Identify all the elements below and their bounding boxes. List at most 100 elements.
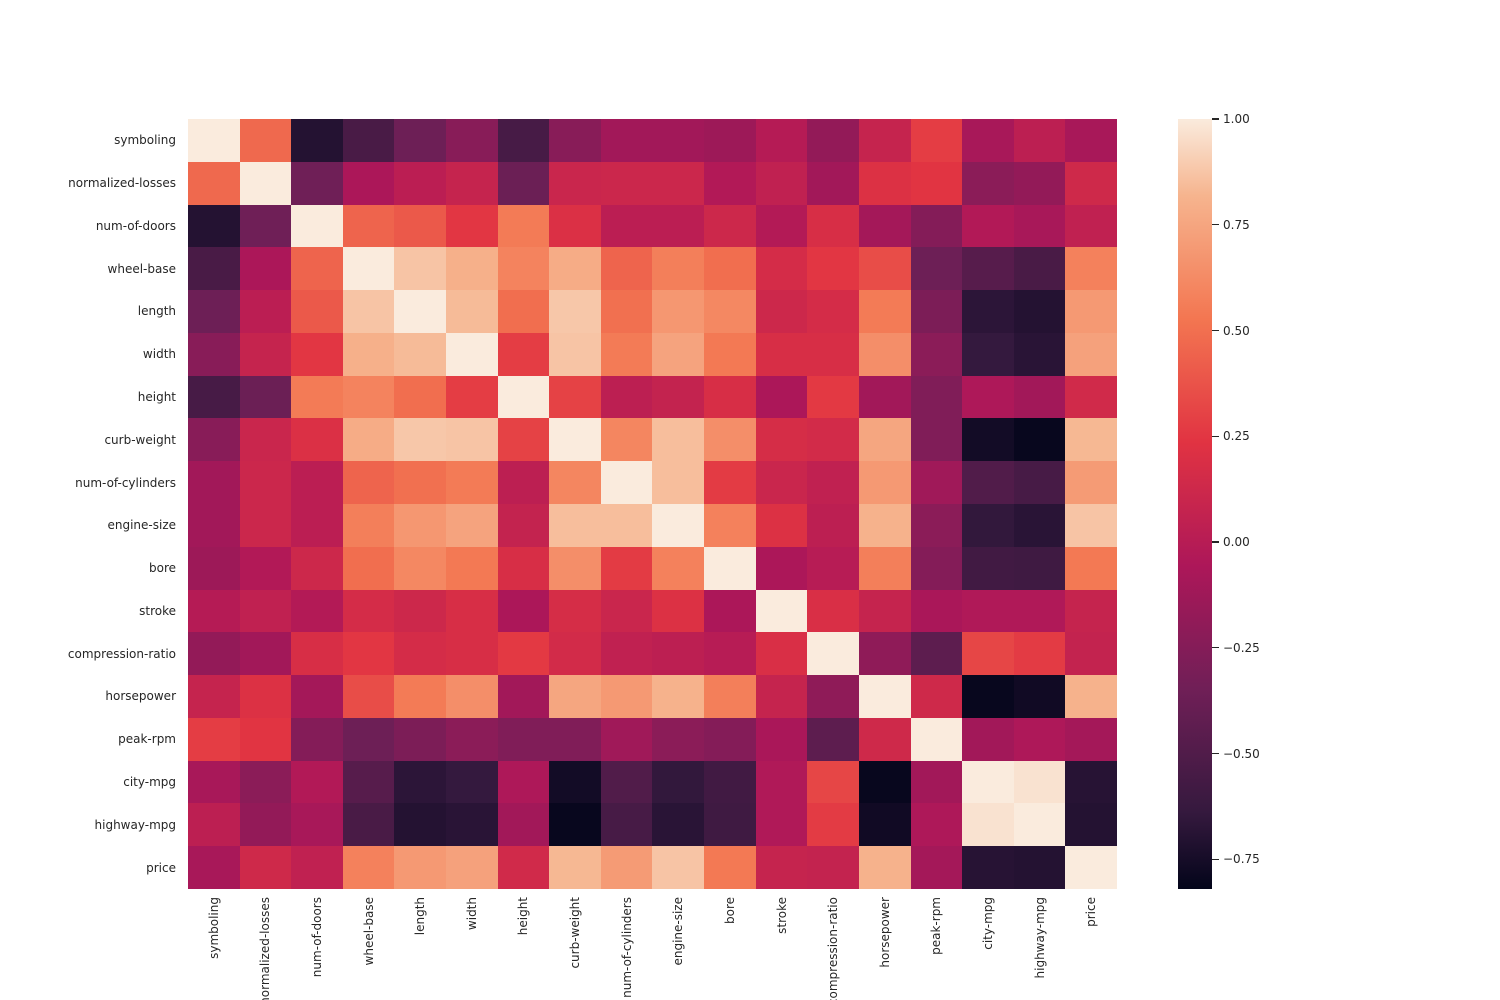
heatmap-cell xyxy=(291,247,343,291)
heatmap-cell xyxy=(807,760,859,804)
y-tick-label: bore xyxy=(148,561,176,576)
y-tick-label: symboling xyxy=(114,133,176,148)
heatmap-cell xyxy=(188,589,240,633)
x-tick-label: compression-ratio xyxy=(826,897,841,1000)
heatmap-cell xyxy=(394,375,447,419)
x-tick-label: bore xyxy=(722,897,737,925)
heatmap-cell xyxy=(652,717,705,761)
heatmap-cell xyxy=(188,760,240,804)
heatmap-cell xyxy=(962,546,1014,590)
heatmap xyxy=(188,119,1117,889)
x-tick-label: length xyxy=(413,897,428,936)
heatmap-cell xyxy=(755,247,808,291)
heatmap-cell xyxy=(446,290,498,333)
heatmap-cell xyxy=(1013,760,1066,804)
y-tick-label: city-mpg xyxy=(123,775,176,790)
heatmap-cell xyxy=(549,632,601,676)
heatmap-cell xyxy=(291,504,343,547)
heatmap-cell xyxy=(446,675,498,718)
heatmap-cell xyxy=(858,675,911,718)
heatmap-cell xyxy=(239,632,292,676)
heatmap-cell xyxy=(188,290,240,333)
x-tick-label: curb-weight xyxy=(568,897,583,969)
heatmap-cell xyxy=(394,717,447,761)
heatmap-cell xyxy=(342,418,395,462)
heatmap-cell xyxy=(291,332,343,376)
heatmap-cell xyxy=(394,546,447,590)
heatmap-cell xyxy=(1065,332,1117,376)
heatmap-cell xyxy=(807,290,859,333)
heatmap-cell xyxy=(1013,290,1066,333)
heatmap-cell xyxy=(446,632,498,676)
heatmap-cell xyxy=(1013,589,1066,633)
heatmap-cell xyxy=(600,161,653,205)
heatmap-cell xyxy=(239,375,292,419)
heatmap-cell xyxy=(704,589,756,633)
heatmap-cell xyxy=(1065,717,1117,761)
heatmap-cell xyxy=(858,461,911,504)
x-tick-label: stroke xyxy=(774,897,789,934)
heatmap-cell xyxy=(1013,546,1066,590)
heatmap-cell xyxy=(652,546,705,590)
heatmap-cell xyxy=(497,375,550,419)
heatmap-cell xyxy=(549,504,601,547)
heatmap-cell xyxy=(1065,803,1117,847)
heatmap-cell xyxy=(807,418,859,462)
heatmap-cell xyxy=(394,846,447,889)
heatmap-cell xyxy=(755,418,808,462)
y-tick-label: wheel-base xyxy=(107,261,176,276)
heatmap-cell xyxy=(962,418,1014,462)
x-tick-label: normalized-losses xyxy=(258,897,273,1000)
heatmap-cell xyxy=(1013,418,1066,462)
heatmap-cell xyxy=(755,546,808,590)
heatmap-cell xyxy=(910,461,963,504)
y-tick-label: compression-ratio xyxy=(67,646,176,661)
heatmap-cell xyxy=(962,632,1014,676)
heatmap-cell xyxy=(910,119,963,162)
heatmap-cell xyxy=(497,803,550,847)
heatmap-cell xyxy=(600,461,653,504)
heatmap-cell xyxy=(652,119,705,162)
colorbar-tick-label: 0.75 xyxy=(1223,217,1250,232)
heatmap-cell xyxy=(600,632,653,676)
heatmap-cell xyxy=(394,418,447,462)
heatmap-cell xyxy=(807,461,859,504)
heatmap-cell xyxy=(291,375,343,419)
heatmap-cell xyxy=(858,418,911,462)
heatmap-cell xyxy=(652,161,705,205)
heatmap-cell xyxy=(291,675,343,718)
heatmap-cell xyxy=(1065,290,1117,333)
heatmap-cell xyxy=(446,546,498,590)
heatmap-cell xyxy=(910,760,963,804)
heatmap-cell xyxy=(755,675,808,718)
heatmap-cell xyxy=(704,290,756,333)
heatmap-cell xyxy=(549,717,601,761)
heatmap-cell xyxy=(549,589,601,633)
heatmap-cell xyxy=(704,461,756,504)
heatmap-cell xyxy=(704,803,756,847)
heatmap-cell xyxy=(446,760,498,804)
heatmap-cell xyxy=(755,161,808,205)
heatmap-cell xyxy=(755,204,808,248)
heatmap-cell xyxy=(652,803,705,847)
heatmap-cell xyxy=(858,332,911,376)
heatmap-cell xyxy=(652,332,705,376)
heatmap-cell xyxy=(188,632,240,676)
heatmap-cell xyxy=(755,846,808,889)
heatmap-cell xyxy=(188,119,240,162)
y-tick-label: price xyxy=(146,860,176,875)
heatmap-cell xyxy=(342,290,395,333)
heatmap-cell xyxy=(755,632,808,676)
heatmap-cell xyxy=(497,161,550,205)
heatmap-cell xyxy=(755,717,808,761)
colorbar-tick-mark xyxy=(1212,329,1219,332)
heatmap-cell xyxy=(446,204,498,248)
heatmap-cell xyxy=(549,290,601,333)
heatmap-cell xyxy=(342,675,395,718)
colorbar-tick-label: 0.00 xyxy=(1223,535,1250,550)
heatmap-cell xyxy=(1065,589,1117,633)
heatmap-cell xyxy=(239,717,292,761)
heatmap-cell xyxy=(755,332,808,376)
heatmap-cell xyxy=(807,632,859,676)
heatmap-cell xyxy=(1065,760,1117,804)
